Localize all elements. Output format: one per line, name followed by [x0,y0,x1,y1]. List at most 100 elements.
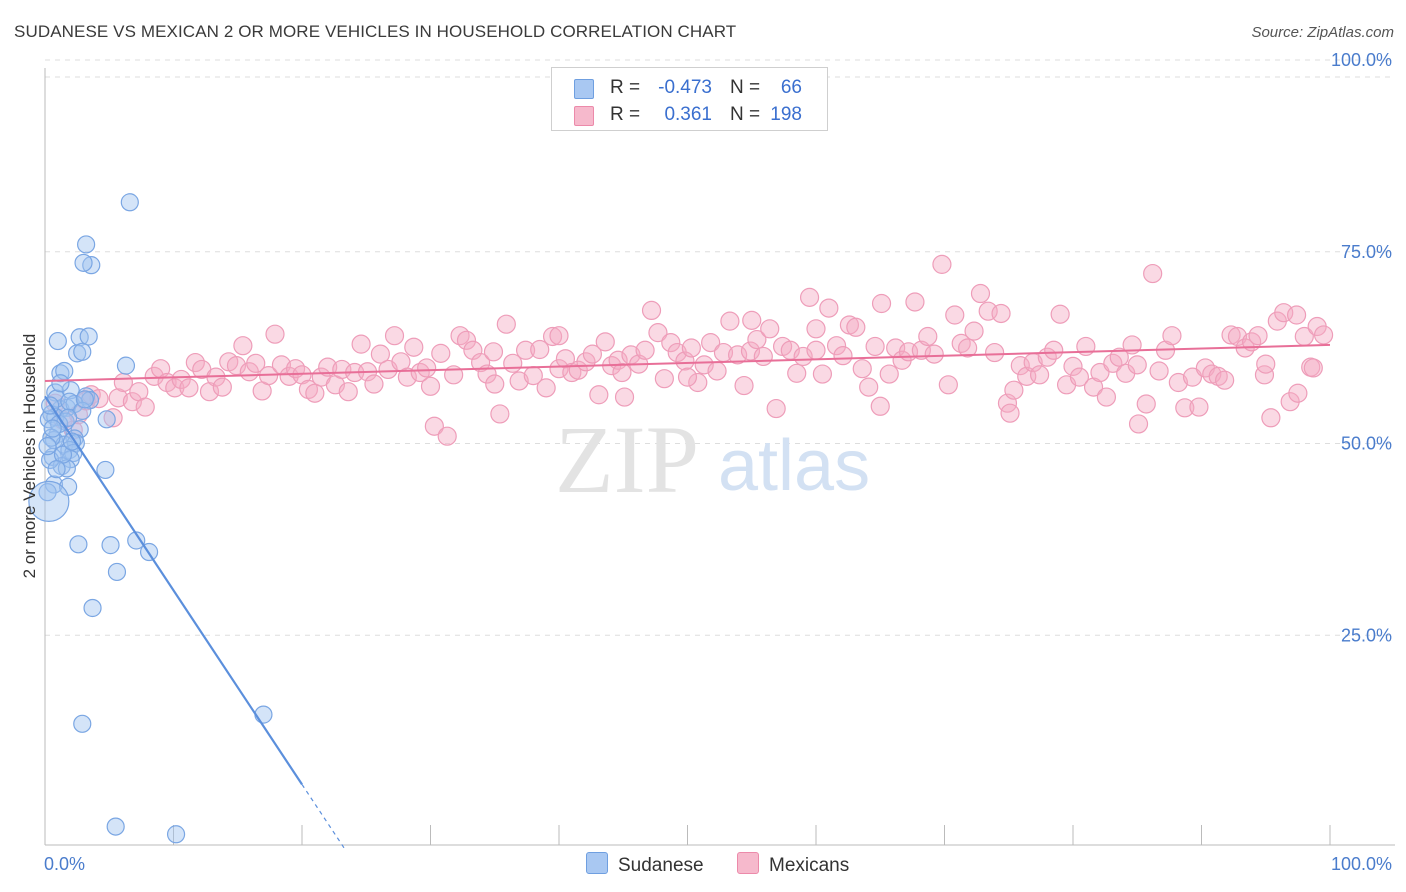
source-credit: Source: ZipAtlas.com [1251,24,1394,41]
point-mexicans [918,326,938,347]
point-mexicans [490,404,510,424]
y-tick-label: 25.0% [1341,625,1392,645]
legend-n-label: N = [730,77,761,98]
point-mexicans [1136,394,1156,414]
point-sudanese [38,483,57,502]
point-mexicans [404,337,424,357]
point-mexicans [384,326,405,346]
point-mexicans [135,397,155,417]
point-mexicans [648,323,668,343]
point-sudanese [116,356,136,375]
point-mexicans [1221,325,1241,345]
point-sudanese [120,193,139,212]
point-mexicans [677,367,698,387]
point-sudanese [254,705,273,724]
point-mexicans [938,375,958,395]
point-mexicans [799,287,820,307]
legend-r-label: R = [610,77,641,98]
point-mexicans [515,340,536,360]
point-sudanese [50,414,69,434]
bottom-legend-label-mexicans: Mexicans [769,855,850,876]
point-sudanese [166,825,186,844]
point-mexicans [991,303,1011,324]
point-sudanese [43,419,62,438]
point-mexicans [641,300,662,321]
point-mexicans [483,342,504,362]
point-mexicans [364,374,384,394]
point-sudanese [28,480,70,522]
point-mexicans [456,330,477,350]
legend-swatch-sudanese [574,79,594,99]
point-mexicans [265,324,285,344]
point-mexicans [1143,263,1163,284]
point-mexicans [879,364,899,384]
point-mexicans [589,385,609,405]
trend-line-sudanese [44,395,303,786]
point-sudanese [38,437,57,456]
watermark-zip: ZIP [555,406,699,513]
point-mexicans [417,358,437,378]
point-mexicans [318,357,338,377]
point-mexicans [932,254,952,274]
point-mexicans [859,377,879,397]
point-mexicans [612,362,632,383]
point-sudanese [107,562,127,582]
point-mexicans [681,338,701,358]
point-mexicans [1175,398,1195,418]
point-mexicans [1286,305,1307,325]
legend-r-label: R = [610,104,641,125]
bottom-legend-sudanese: Sudanese [586,852,704,877]
point-mexicans [924,344,944,364]
point-mexicans [760,319,780,339]
point-mexicans [753,346,773,367]
legend-swatch-mexicans [574,106,594,126]
point-mexicans [1050,304,1070,324]
y-tick-labels: 100.0% 75.0% 50.0% 25.0% [1331,50,1392,645]
point-mexicans [1168,372,1188,393]
point-mexicans [747,329,767,350]
point-mexicans [246,353,266,373]
point-mexicans [787,363,807,383]
legend-row-mexicans: R = 0.361 N = 198 [552,103,827,129]
watermark: ZIP atlas [555,406,870,513]
point-mexicans [614,387,635,407]
point-mexicans [1044,340,1064,360]
point-mexicans [819,298,839,318]
point-sudanese [60,392,79,411]
y-tick-label: 100.0% [1331,50,1392,70]
point-mexicans [530,339,550,360]
point-mexicans [865,336,885,357]
point-mexicans [103,408,123,428]
point-mexicans [654,369,674,389]
point-mexicans [1248,326,1268,346]
point-mexicans [826,336,847,356]
point-mexicans [212,377,232,397]
point-sudanese [106,817,125,836]
point-sudanese [83,598,102,618]
point-mexicans [635,340,655,360]
point-sudanese [77,235,96,254]
point-sudanese [61,381,80,400]
point-mexicans [471,352,491,373]
point-mexicans [370,344,390,364]
bottom-legend-mexicans: Mexicans [737,852,849,877]
point-mexicans [179,378,199,398]
point-mexicans [108,388,128,408]
point-mexicans [833,346,853,366]
point-sudanese [57,459,76,478]
point-mexicans [1256,354,1276,374]
point-mexicans [1261,408,1281,428]
point-mexicans [431,343,451,363]
point-mexicans [122,392,142,412]
trend-line-sudanese-extension [301,784,345,849]
point-mexicans [496,314,516,334]
point-mexicans [806,319,826,339]
point-mexicans [1128,414,1149,434]
point-mexicans [766,398,786,419]
point-mexicans [582,344,603,364]
point-mexicans [871,293,892,314]
point-mexicans [437,426,457,446]
point-mexicans [338,382,358,402]
point-mexicans [1288,383,1308,403]
